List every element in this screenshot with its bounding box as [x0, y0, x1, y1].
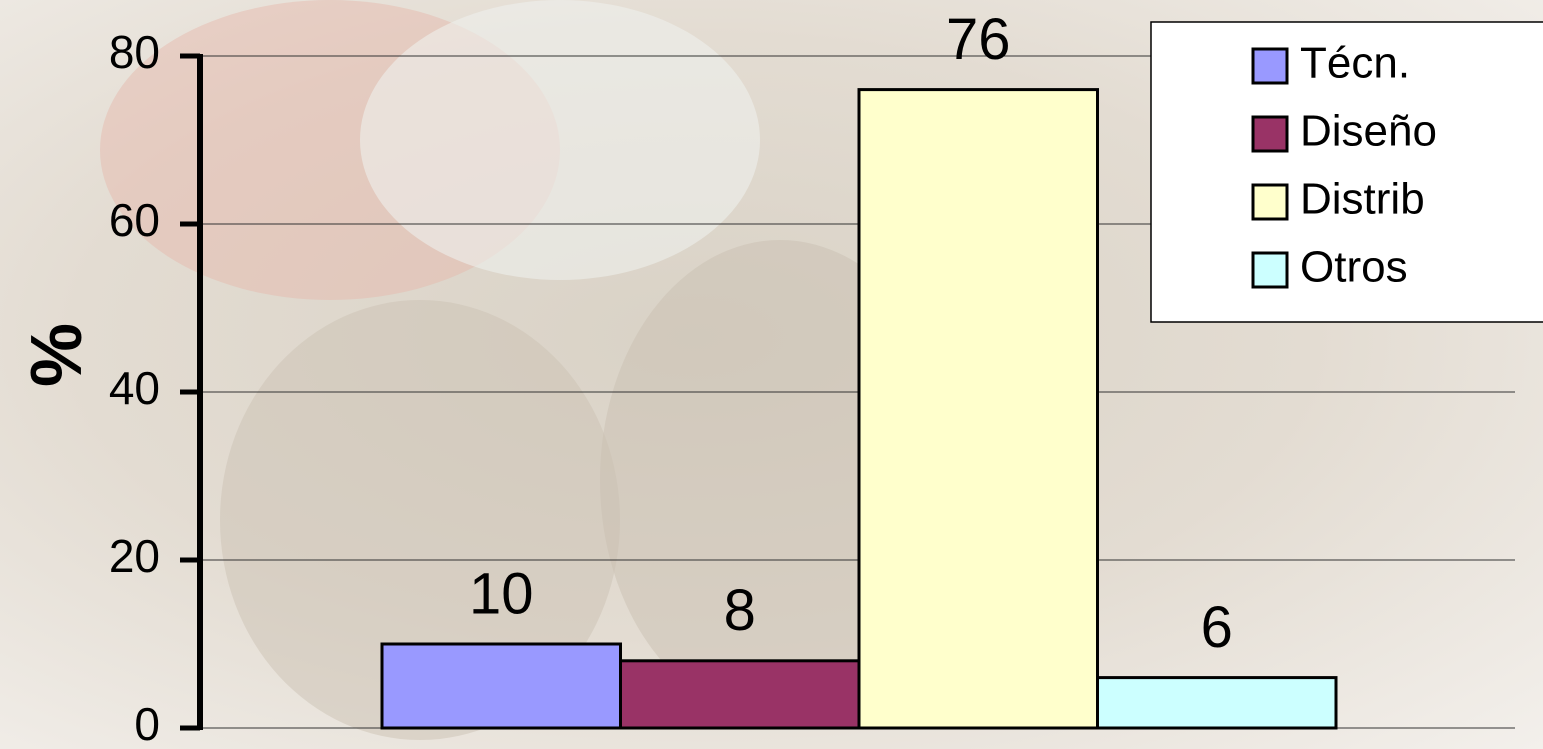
data-label: 10	[469, 561, 534, 626]
data-label: 76	[946, 7, 1011, 72]
data-label: 6	[1201, 595, 1233, 660]
legend-label: Distrib	[1300, 175, 1425, 224]
y-tick-label: 0	[134, 698, 160, 749]
data-label: 8	[724, 578, 756, 643]
legend-box	[1150, 21, 1543, 323]
y-axis-label: %	[17, 323, 97, 387]
y-tick-label: 40	[109, 362, 160, 414]
legend-label: Otros	[1300, 243, 1408, 292]
background-shape	[220, 300, 620, 740]
legend-label: Técn.	[1300, 39, 1410, 88]
legend-label: Diseño	[1300, 107, 1437, 156]
y-tick-label: 20	[109, 530, 160, 582]
legend-swatch	[1251, 251, 1289, 289]
y-tick-label: 60	[109, 194, 160, 246]
legend-swatch	[1251, 115, 1289, 153]
bar	[380, 642, 622, 730]
legend-swatch	[1251, 183, 1289, 221]
legend-swatch	[1251, 47, 1289, 85]
background-shape	[360, 0, 760, 280]
bar	[619, 659, 861, 730]
y-tick-label: 80	[109, 26, 160, 78]
bar	[1096, 676, 1338, 730]
bar	[857, 88, 1099, 730]
